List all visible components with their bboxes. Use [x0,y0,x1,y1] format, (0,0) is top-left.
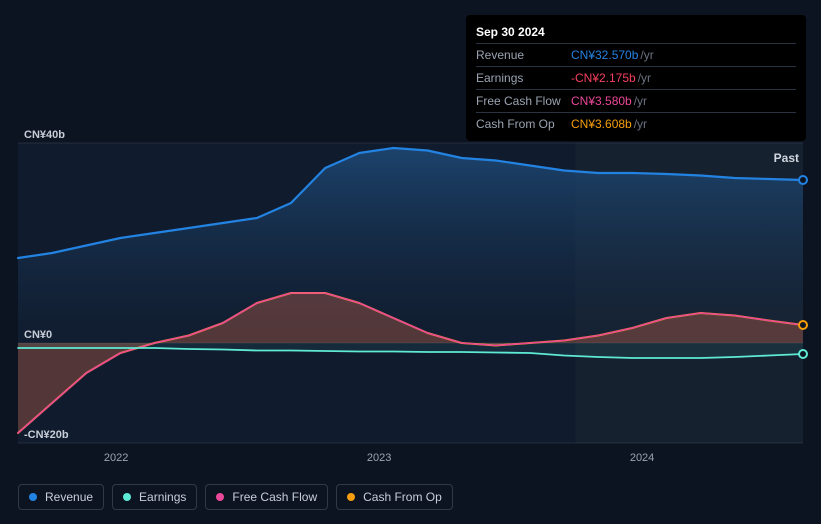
data-tooltip: Sep 30 2024 RevenueCN¥32.570b/yrEarnings… [466,15,806,141]
tooltip-unit: /yr [634,117,647,131]
y-axis-label: CN¥40b [24,129,65,141]
legend-item-revenue[interactable]: Revenue [18,484,104,510]
legend-dot-icon [216,493,224,501]
x-axis-label: 2024 [630,452,654,464]
y-axis-label: CN¥0 [24,329,52,341]
tooltip-row-cfo: Cash From OpCN¥3.608b/yr [476,112,796,135]
legend-item-earnings[interactable]: Earnings [112,484,197,510]
legend-dot-icon [29,493,37,501]
tooltip-label: Free Cash Flow [476,94,571,108]
chart-legend: Revenue Earnings Free Cash Flow Cash From O… [18,484,453,510]
legend-dot-icon [123,493,131,501]
tooltip-row-fcf: Free Cash FlowCN¥3.580b/yr [476,89,796,112]
tooltip-row-revenue: RevenueCN¥32.570b/yr [476,43,796,66]
past-label: Past [774,151,799,165]
tooltip-label: Cash From Op [476,117,571,131]
x-axis-label: 2023 [367,452,391,464]
legend-label: Free Cash Flow [232,490,317,504]
tooltip-row-earnings: Earnings-CN¥2.175b/yr [476,66,796,89]
tooltip-unit: /yr [640,48,653,62]
tooltip-unit: /yr [634,94,647,108]
cfo-marker [799,321,807,329]
x-axis-label: 2022 [104,452,128,464]
tooltip-unit: /yr [638,71,651,85]
legend-dot-icon [347,493,355,501]
tooltip-value: CN¥3.580b [571,94,632,108]
tooltip-label: Earnings [476,71,571,85]
legend-label: Revenue [45,490,93,504]
y-axis-label: -CN¥20b [24,429,69,441]
legend-item-cfo[interactable]: Cash From Op [336,484,453,510]
tooltip-date: Sep 30 2024 [476,21,796,43]
tooltip-value: -CN¥2.175b [571,71,636,85]
tooltip-value: CN¥32.570b [571,48,638,62]
legend-item-fcf[interactable]: Free Cash Flow [205,484,328,510]
legend-label: Earnings [139,490,186,504]
revenue-marker [799,176,807,184]
earnings-marker [799,350,807,358]
legend-label: Cash From Op [363,490,442,504]
tooltip-label: Revenue [476,48,571,62]
tooltip-value: CN¥3.608b [571,117,632,131]
